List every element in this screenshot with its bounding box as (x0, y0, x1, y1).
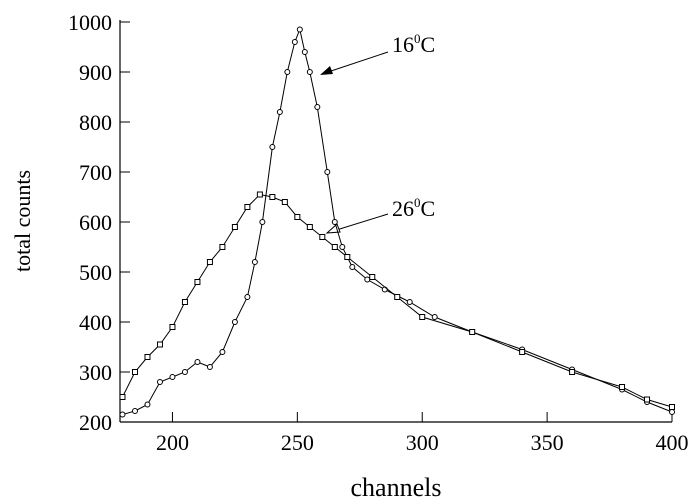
x-tick-label: 300 (406, 430, 439, 455)
x-axis-label: channels (351, 473, 442, 502)
arrow-head (320, 66, 333, 75)
point (301, 49, 308, 55)
point (364, 276, 371, 283)
point (156, 341, 163, 348)
point (206, 259, 213, 265)
annotation-sup: 0 (414, 195, 421, 210)
point (291, 39, 298, 45)
x-tick-label: 250 (281, 430, 314, 455)
y-axis-label: total counts (10, 170, 35, 272)
y-tick-label: 400 (79, 310, 112, 335)
point (319, 234, 326, 240)
point (306, 224, 313, 230)
point (131, 369, 138, 375)
point (219, 349, 226, 355)
y-tick-label: 600 (79, 210, 112, 235)
point (119, 394, 126, 400)
point (259, 219, 266, 225)
point (144, 401, 151, 408)
y-tick-label: 500 (79, 260, 112, 285)
point (349, 264, 356, 270)
point (419, 314, 426, 320)
point (619, 384, 626, 390)
y-tick-label: 900 (79, 60, 112, 85)
point (406, 299, 413, 305)
point (284, 69, 291, 75)
annotation-arrow (321, 51, 389, 75)
y-tick-label: 200 (79, 410, 112, 435)
annotation-unit: C (421, 32, 436, 57)
point (194, 279, 201, 285)
point (181, 369, 188, 375)
x-tick-label: 350 (531, 430, 564, 455)
point (251, 259, 258, 265)
arrow-head (325, 223, 341, 234)
point (469, 329, 476, 335)
point (569, 369, 576, 375)
annotation-sup: 0 (414, 31, 421, 46)
annotation-text: 26 (392, 196, 414, 221)
point (244, 294, 251, 300)
point (119, 411, 126, 418)
point (306, 69, 313, 75)
point (169, 374, 176, 380)
point (156, 379, 163, 385)
point (369, 274, 376, 280)
y-tick-label: 800 (79, 110, 112, 135)
point (339, 244, 346, 250)
point (344, 254, 351, 260)
point (206, 364, 213, 370)
y-tick-label: 700 (79, 160, 112, 185)
series-line (122, 193, 673, 408)
point (276, 109, 283, 115)
annotation-arrow (329, 213, 389, 233)
point (194, 359, 201, 365)
annotation: 160C (392, 31, 435, 57)
point (169, 324, 176, 330)
annotation-unit: C (421, 196, 436, 221)
x-tick-label: 400 (656, 430, 689, 455)
y-tick-label: 1000 (68, 10, 112, 35)
point (131, 408, 138, 414)
point (331, 219, 338, 225)
point (294, 214, 301, 220)
point (219, 244, 226, 250)
point (256, 191, 263, 198)
point (269, 144, 276, 150)
annotation: 260C (392, 195, 435, 221)
point (669, 409, 675, 415)
point (281, 199, 288, 205)
point (669, 404, 675, 410)
x-tick-label: 200 (156, 430, 189, 455)
point (231, 224, 238, 230)
point (324, 169, 331, 175)
point (144, 354, 151, 360)
y-tick-label: 300 (79, 360, 112, 385)
point (519, 349, 526, 355)
point (244, 204, 251, 210)
point (296, 26, 303, 33)
series-line (122, 27, 673, 415)
point (431, 314, 438, 320)
point (381, 286, 388, 293)
point (394, 294, 401, 300)
point (331, 244, 338, 250)
annotation-text: 16 (392, 32, 414, 57)
point (644, 396, 651, 403)
point (231, 319, 238, 325)
point (314, 104, 321, 110)
point (269, 194, 276, 200)
point (181, 299, 188, 305)
